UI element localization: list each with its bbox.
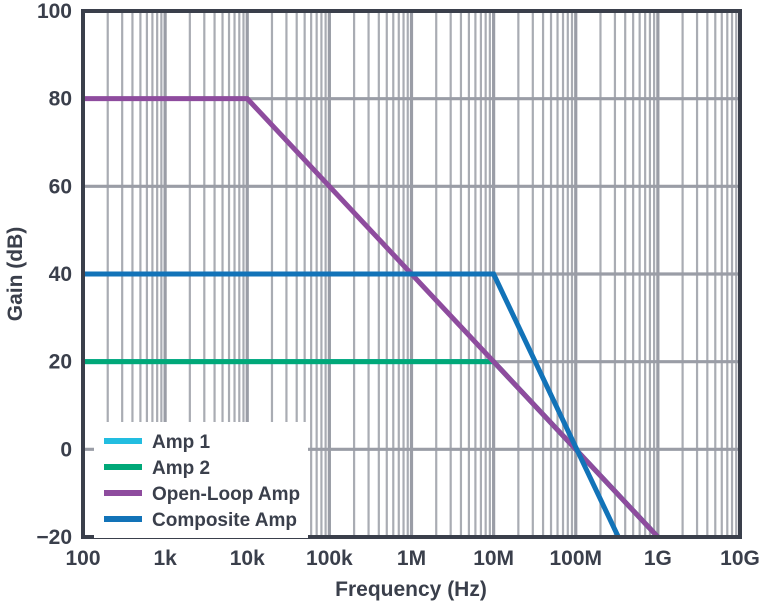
plot-frame (81, 9, 742, 539)
y-tick-label: −20 (36, 526, 72, 549)
x-axis-tick-labels: 100 1k 10k 100k 1M 10M 100M 1G 10G (65, 547, 759, 570)
y-tick-label: 40 (49, 263, 72, 286)
legend-label: Open-Loop Amp (152, 484, 300, 505)
x-axis-title: Frequency (Hz) (335, 578, 487, 601)
x-tick-label: 10M (473, 547, 514, 570)
x-tick-label: 100k (306, 547, 353, 570)
legend-label: Composite Amp (152, 510, 297, 531)
y-tick-label: 80 (49, 88, 72, 111)
series-line-open-loop-amp (83, 96, 660, 537)
x-tick-label: 100 (65, 547, 100, 570)
data-series-layer (83, 96, 660, 537)
y-axis-title: Gain (dB) (4, 227, 27, 322)
legend: Amp 1 Amp 2 Open-Loop Amp Composite Amp (94, 422, 308, 538)
y-tick-label: 100 (37, 0, 72, 23)
legend-label: Amp 1 (152, 432, 211, 453)
legend-label: Amp 2 (152, 458, 210, 479)
x-tick-label: 1G (644, 547, 672, 570)
x-tick-label: 1k (153, 547, 177, 570)
y-tick-label: 0 (60, 438, 72, 461)
y-tick-label: 20 (49, 351, 72, 374)
x-tick-label: 1M (397, 547, 426, 570)
x-tick-label: 100M (549, 547, 602, 570)
x-tick-label: 10k (230, 547, 265, 570)
series-line-composite-amp (83, 271, 621, 537)
y-tick-label: 60 (49, 175, 72, 198)
x-tick-label: 10G (720, 547, 760, 570)
y-axis-tick-labels: −20 0 20 40 60 80 100 (36, 0, 72, 549)
